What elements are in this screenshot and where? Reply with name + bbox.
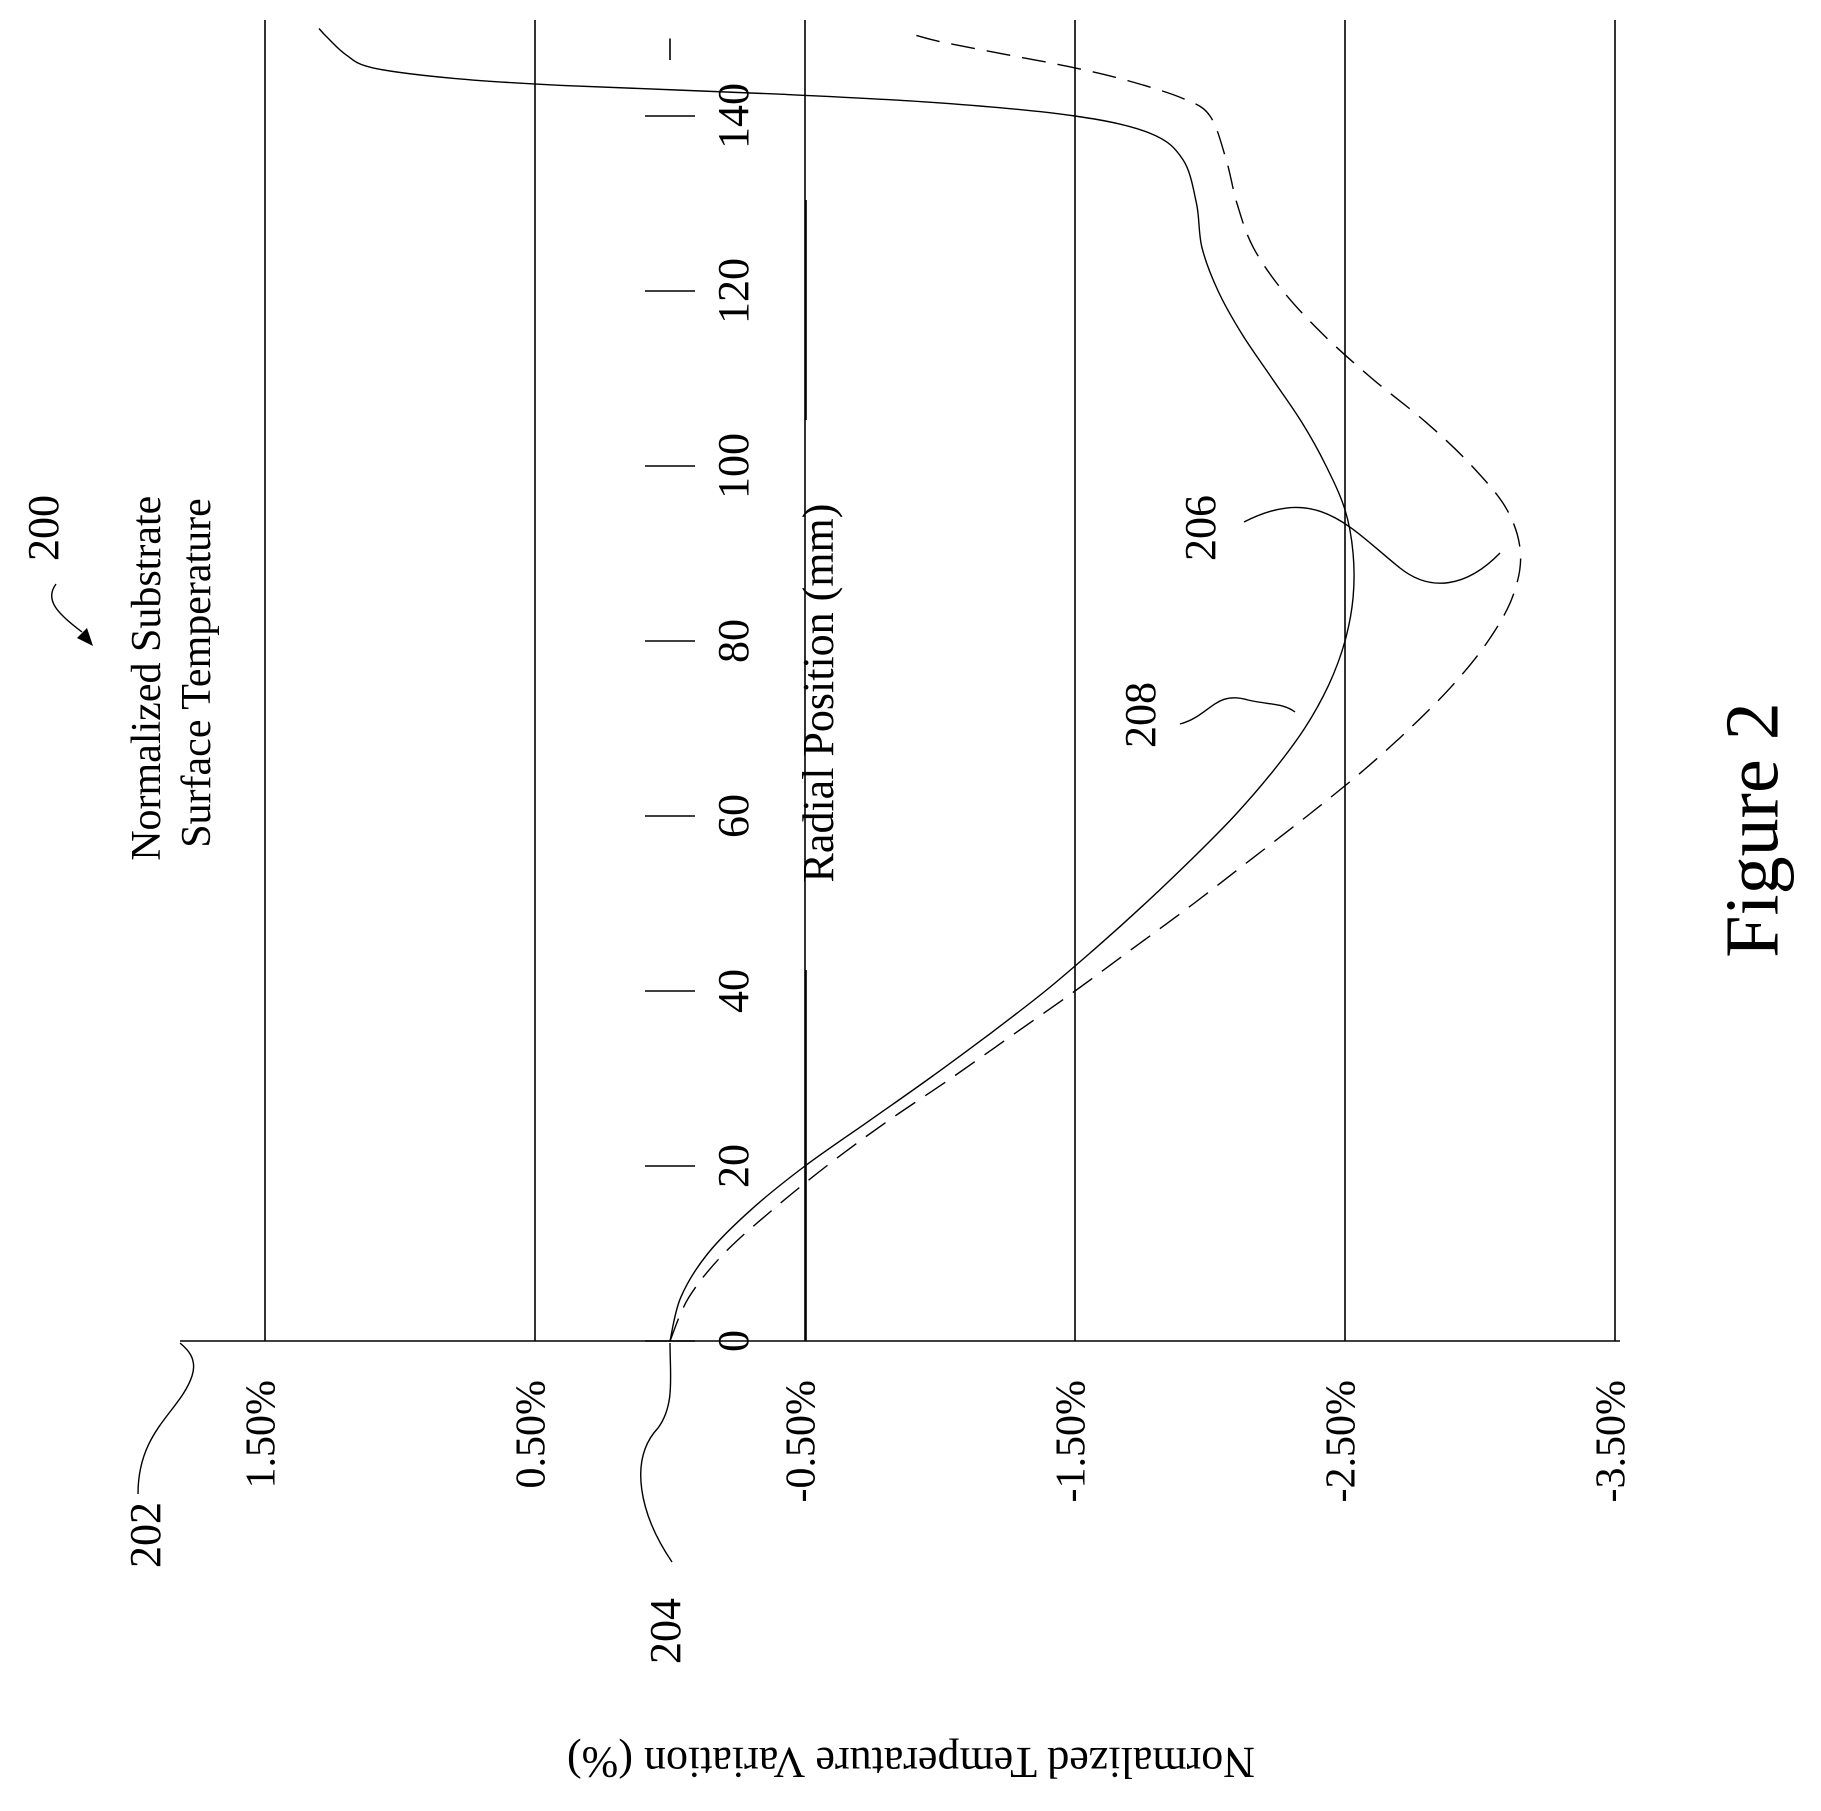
curve-206-ref-number: 206 [1176, 495, 1225, 561]
curve-208-ref-number: 208 [1116, 682, 1165, 748]
y-axis-title: Normalized Temperature Variation (%) [567, 1738, 1255, 1787]
x-tick-label: 100 [709, 433, 758, 499]
chart-title-line-2: Surface Temperature [174, 498, 220, 848]
y-tick-label: -0.50% [779, 1380, 825, 1502]
x-axis-title: Radial Position (mm) [794, 504, 843, 883]
x-tick-label: 140 [709, 83, 758, 149]
x-tick-label: 120 [709, 258, 758, 324]
series-line-208 [318, 28, 1355, 1342]
figure-ref-leader [50, 583, 83, 633]
figure-ref-arrowhead [77, 628, 93, 646]
series-line-206 [669, 32, 1522, 1342]
y-tick-label: -1.50% [1049, 1380, 1095, 1502]
x-tick-label: 80 [709, 619, 758, 663]
origin-ref-leader [640, 1342, 673, 1563]
x-tick-label: 40 [709, 969, 758, 1013]
y-axis-ref-number: 202 [121, 1502, 170, 1568]
y-tick-label: 1.50% [239, 1380, 285, 1489]
figure-ref-number: 200 [19, 495, 68, 561]
figure-caption: Figure 2 [1710, 702, 1794, 957]
chart-title: Normalized Substrate Surface Temperature [124, 485, 220, 861]
x-tick-label: 20 [709, 1144, 758, 1188]
y-tick-label: -2.50% [1319, 1380, 1365, 1502]
y-axis-ref-leader [137, 1342, 195, 1495]
y-tick-label: -3.50% [1589, 1380, 1635, 1502]
data-series [318, 28, 1522, 1342]
curve-208-leader [1179, 697, 1296, 725]
y-tick-label: 0.50% [509, 1380, 555, 1489]
gridlines: 1.50% 0.50% -0.50% -1.50% -2.50% -3.50% [239, 20, 1635, 1502]
origin-ref-number: 204 [641, 1598, 690, 1664]
curve-206-leader [1243, 506, 1501, 584]
chart-title-line-1: Normalized Substrate [124, 496, 170, 861]
x-tick-label: 60 [709, 794, 758, 838]
